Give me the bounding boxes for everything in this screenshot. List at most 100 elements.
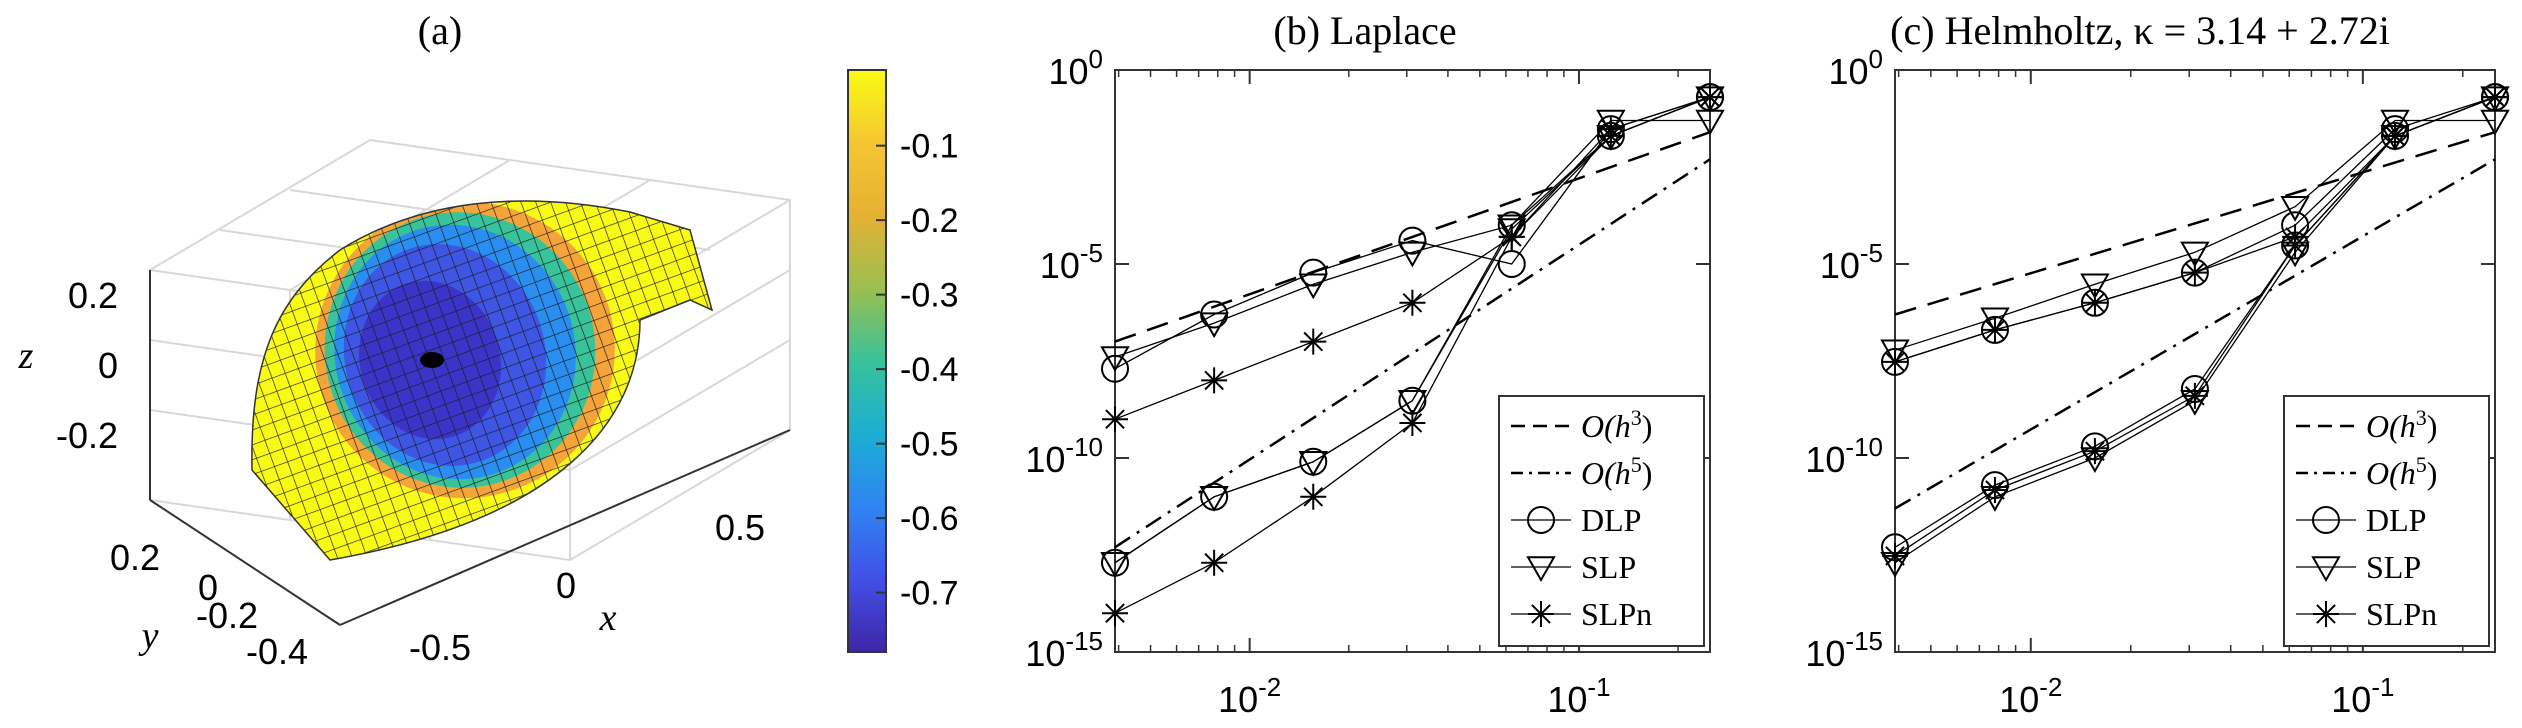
legend-box (2283, 395, 2490, 647)
colorbar-tick-label: -0.2 (900, 202, 959, 240)
series-line (1114, 131, 1711, 343)
legend-item: SLP (2296, 549, 2421, 585)
z-axis-label: z (18, 335, 34, 377)
triangle-marker (1880, 339, 1910, 366)
legend-label: DLP (2366, 502, 2426, 538)
star-marker (1201, 549, 1228, 576)
star-marker (2181, 259, 2208, 286)
x-tick-label: 0.5 (715, 507, 765, 548)
legend-item: SLPn (1511, 596, 1652, 632)
star-marker (1882, 348, 1908, 375)
colorbar-tick-label: -0.7 (900, 575, 959, 613)
y-tick-label: 10-15 (1805, 626, 1883, 674)
x-tick-label: 10-1 (2331, 672, 2394, 720)
triangle-marker (1980, 307, 2010, 334)
colorbar-tick-label: -0.3 (900, 277, 959, 315)
y-tick-label: 0.2 (110, 537, 160, 578)
x-tick-label: 10-1 (1547, 672, 1610, 720)
y-tick-label: 10-5 (1820, 238, 1883, 286)
y-axis-label: y (138, 615, 159, 657)
triangle-marker (1199, 312, 1229, 339)
circle-marker (2312, 506, 2340, 534)
legend-item: O(h5) (2296, 452, 2437, 491)
circle-marker (1299, 258, 1328, 287)
star-marker (1981, 476, 2008, 503)
star-marker (1399, 409, 1426, 436)
panel-a-axes (149, 270, 791, 626)
star-marker (1882, 542, 1908, 569)
y-tick-label: 100 (1828, 44, 1883, 92)
triangle-marker (2080, 273, 2110, 300)
legend-label: O(h3) (2366, 405, 2437, 444)
circle-marker (1398, 226, 1427, 255)
series-o-h-5- (1114, 158, 1711, 549)
triangle-marker (1100, 551, 1130, 578)
legend-label: O(h5) (2366, 452, 2437, 491)
legend-item: O(h5) (1511, 452, 1652, 491)
panel-a-title: (a) (418, 8, 462, 53)
star-marker (2081, 438, 2108, 465)
legend-label: SLPn (2366, 596, 2437, 632)
x-tick-label: 10-2 (1218, 672, 1281, 720)
triangle-marker (1397, 241, 1428, 268)
triangle-marker (2311, 556, 2341, 583)
series-line (1894, 131, 2496, 316)
star-marker (1399, 289, 1426, 316)
panel-c-title: (c) Helmholtz, κ = 3.14 + 2.72i (1890, 8, 2390, 53)
x-tick-label: 10-2 (1999, 672, 2062, 720)
star-marker (1498, 223, 1525, 250)
triangle-marker (1497, 214, 1527, 241)
series-slpn (1102, 84, 1723, 627)
star-marker (2382, 122, 2409, 149)
star-marker (1528, 601, 1554, 627)
panel-a-surface-plot: (a) (18, 8, 959, 672)
series-line (1894, 158, 2496, 510)
legend-item: O(h3) (1511, 405, 1652, 444)
colorbar-tick-label: -0.6 (900, 500, 959, 538)
triangle-marker (1100, 346, 1130, 373)
legend-item: DLP (1511, 502, 1641, 538)
panel-b-laplace-chart: (b) Laplace 100 10-5 10-10 10-15 10-2 10-1 O(h… (1025, 8, 1725, 720)
star-marker (1201, 367, 1228, 394)
colorbar-tick-label: -0.5 (900, 426, 959, 464)
legend-box (1498, 395, 1705, 647)
panel-a-surface (251, 200, 714, 561)
series-o-h-3- (1894, 131, 2496, 316)
legend-item: O(h3) (2296, 405, 2437, 444)
star-marker (2282, 232, 2309, 259)
circle-marker (1497, 250, 1526, 278)
x-tick-label: -0.5 (409, 627, 471, 668)
y-tick-label: 10-10 (1025, 432, 1103, 480)
circle-marker (1101, 354, 1129, 383)
x-tick-label: 0 (556, 565, 576, 606)
y-tick-label: 0 (198, 567, 218, 608)
star-marker (2081, 289, 2108, 316)
legend-label: O(h3) (1581, 405, 1652, 444)
triangle-marker (1526, 556, 1556, 583)
z-tick-label: -0.2 (56, 415, 118, 456)
star-marker (1697, 84, 1723, 111)
legend-label: O(h5) (1581, 452, 1652, 491)
star-marker (1981, 316, 2008, 343)
y-tick-label: 10-5 (1040, 238, 1103, 286)
series-o-h-5- (1894, 158, 2496, 510)
triangle-marker (2180, 241, 2210, 268)
star-marker (1300, 328, 1327, 355)
circle-marker (1527, 506, 1555, 534)
y-tick-label: -0.2 (196, 595, 258, 636)
star-marker (1597, 122, 1624, 149)
legend-label: SLP (1581, 549, 1636, 585)
legend-item: DLP (2296, 502, 2426, 538)
triangle-marker (1397, 389, 1428, 416)
target-point-marker (420, 352, 444, 368)
triangle-marker (1298, 451, 1328, 477)
z-tick-label: 0 (98, 345, 118, 386)
colorbar-tick-label: -0.1 (900, 128, 959, 166)
panel-c-helmholtz-chart: (c) Helmholtz, κ = 3.14 + 2.72i 100 10-5 1… (1805, 8, 2510, 720)
triangle-marker (2380, 109, 2410, 136)
y-tick-label: 10-10 (1805, 432, 1883, 480)
series-o-h-3- (1114, 131, 1711, 343)
star-marker (2482, 84, 2508, 111)
legend-label: SLPn (1581, 596, 1652, 632)
